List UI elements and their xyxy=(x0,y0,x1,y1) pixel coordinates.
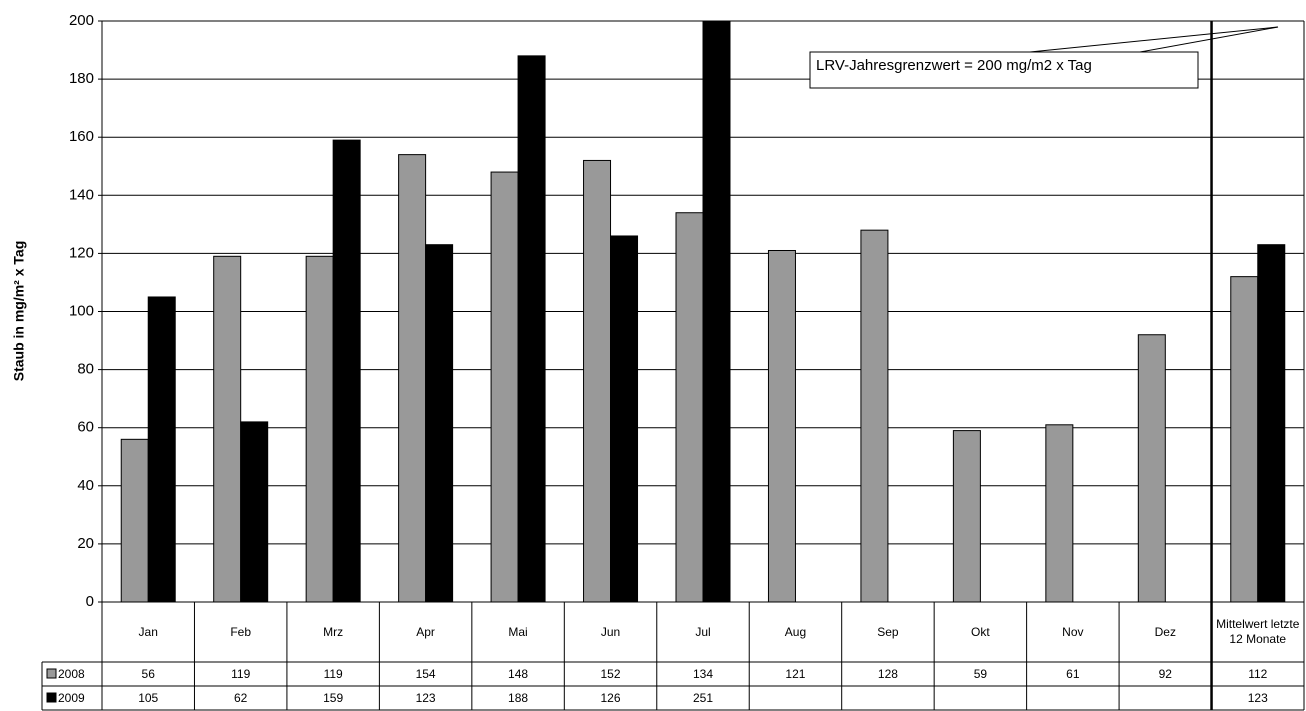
table-value: 148 xyxy=(508,666,529,681)
table-value: 159 xyxy=(323,690,344,705)
bar xyxy=(860,229,889,602)
y-axis-label: Staub in mg/m² x Tag xyxy=(11,241,27,382)
bar xyxy=(517,55,546,602)
bar xyxy=(1137,334,1166,602)
y-tick-label: 200 xyxy=(69,12,94,29)
annotation-line xyxy=(1139,26,1279,53)
table-value: 152 xyxy=(600,666,621,681)
bar xyxy=(490,171,519,602)
table-value: 62 xyxy=(234,690,248,705)
bar xyxy=(147,296,176,602)
bar xyxy=(583,159,612,602)
table-value: 59 xyxy=(973,666,988,681)
table-value: 121 xyxy=(785,666,806,681)
bar xyxy=(702,21,731,602)
bar xyxy=(332,139,361,602)
bar xyxy=(240,421,269,602)
y-tick-label: 180 xyxy=(69,70,94,87)
table-value: 154 xyxy=(415,666,436,681)
table-value: 128 xyxy=(877,666,898,681)
x-tick-label: Sep xyxy=(877,624,899,639)
table-value: 112 xyxy=(1248,666,1268,681)
y-tick-label: 40 xyxy=(77,477,94,494)
bar xyxy=(120,438,149,602)
y-tick-label: 160 xyxy=(69,128,94,145)
bar xyxy=(610,235,639,602)
y-tick-label: 120 xyxy=(69,244,94,261)
bar xyxy=(425,244,454,602)
x-tick-label: Dez xyxy=(1154,624,1176,639)
bars xyxy=(120,21,1286,602)
x-tick-label: Jan xyxy=(138,624,158,639)
y-tick-label: 140 xyxy=(69,186,94,203)
y-tick-label: 60 xyxy=(77,419,94,436)
x-tick-label: Mrz xyxy=(323,624,344,639)
annotation-line xyxy=(1029,26,1279,53)
x-tick-label: Mai xyxy=(508,624,528,639)
x-tick-label: Apr xyxy=(416,624,435,639)
bar xyxy=(213,255,242,602)
table-value: 188 xyxy=(508,690,529,705)
table-value: 92 xyxy=(1158,666,1172,681)
x-tick-label: Mittelwert letzte 12 Monate xyxy=(1216,617,1300,646)
table-value: 119 xyxy=(231,666,251,681)
bar xyxy=(398,154,427,602)
x-tick-label: Nov xyxy=(1062,624,1084,639)
table-value: 119 xyxy=(323,666,343,681)
bar xyxy=(767,249,796,602)
x-tick-label: Okt xyxy=(971,624,990,639)
annotation: LRV-Jahresgrenzwert = 200 mg/m2 x Tag xyxy=(816,57,1092,74)
bar xyxy=(952,430,981,602)
x-tick-label: Feb xyxy=(230,624,252,639)
table-value: 123 xyxy=(1247,690,1268,705)
y-tick-label: 0 xyxy=(86,593,94,610)
table-value: 105 xyxy=(138,690,159,705)
table-value: 123 xyxy=(415,690,436,705)
x-tick-label: Jul xyxy=(695,624,711,639)
annotation-box xyxy=(809,51,1199,89)
bar xyxy=(1045,424,1074,602)
legend-label: 2009 xyxy=(58,690,85,705)
y-tick-label: 20 xyxy=(77,535,94,552)
table-value: 251 xyxy=(692,690,713,705)
table-value: 61 xyxy=(1066,666,1080,681)
table-value: 134 xyxy=(692,666,713,681)
bar xyxy=(1230,276,1259,602)
table-value: 56 xyxy=(141,666,155,681)
bar xyxy=(675,212,704,602)
y-tick-label: 100 xyxy=(69,302,94,319)
bar xyxy=(305,255,334,602)
legend-swatch xyxy=(46,692,57,703)
x-tick-label: Jun xyxy=(600,624,621,639)
x-tick-label: Aug xyxy=(784,624,807,639)
legend-swatch xyxy=(46,668,57,679)
bar xyxy=(1257,244,1286,602)
y-tick-label: 80 xyxy=(77,361,94,378)
table-value: 126 xyxy=(600,690,621,705)
legend-label: 2008 xyxy=(58,666,85,681)
